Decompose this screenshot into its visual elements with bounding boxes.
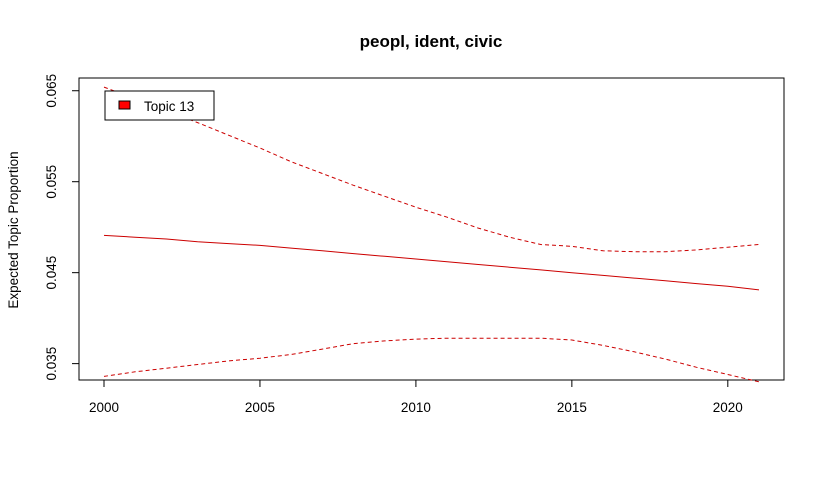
x-tick-label: 2000 — [89, 400, 119, 415]
series-layer — [103, 86, 760, 383]
x-tick-label: 2020 — [713, 400, 743, 415]
y-tick-label: 0.055 — [44, 165, 59, 199]
topic-13-line — [103, 234, 760, 291]
y-axis: 0.035 0.045 0.055 0.065 — [44, 74, 80, 381]
y-tick-label: 0.065 — [44, 74, 59, 108]
upper-ci-line — [103, 86, 760, 253]
x-tick-label: 2015 — [557, 400, 587, 415]
chart-title: peopl, ident, civic — [360, 32, 503, 51]
plot-frame — [78, 77, 785, 381]
y-axis-label: Expected Topic Proportion — [6, 151, 21, 308]
y-tick-label: 0.035 — [44, 347, 59, 381]
legend-swatch — [118, 100, 131, 110]
lower-ci-line — [103, 337, 760, 383]
x-tick-label: 2005 — [245, 400, 275, 415]
legend: Topic 13 — [104, 90, 215, 121]
legend-label: Topic 13 — [144, 99, 194, 114]
x-tick-label: 2010 — [401, 400, 431, 415]
x-axis: 2000 2005 2010 2015 2020 — [89, 379, 743, 415]
y-tick-label: 0.045 — [44, 256, 59, 290]
